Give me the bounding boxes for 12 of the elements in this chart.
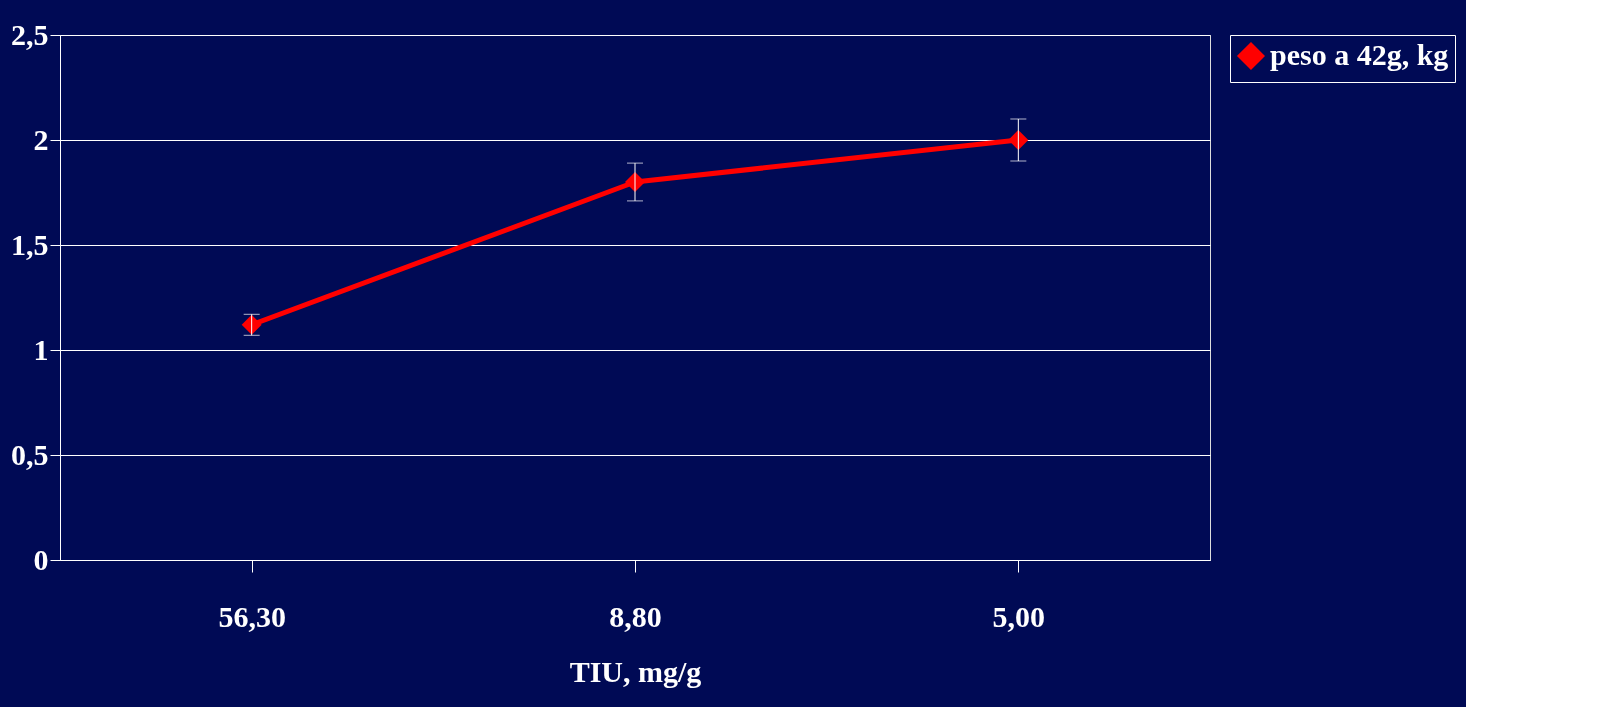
x-tick-label: 5,00 <box>992 599 1046 633</box>
y-tick-label: 1,5 <box>11 227 49 261</box>
x-axis-title: TIU, mg/g <box>569 654 702 688</box>
legend-label: peso a 42g, kg <box>1270 38 1449 71</box>
y-tick-label: 1 <box>33 332 49 366</box>
y-tick-label: 0,5 <box>11 437 49 471</box>
y-tick-label: 0 <box>33 542 49 576</box>
point <box>1008 130 1029 150</box>
x-tick-label: 8,80 <box>609 599 662 633</box>
y-tick-label: 2 <box>33 122 49 156</box>
y-tick-label: 2,5 <box>11 17 49 51</box>
x-tick-label: 56,30 <box>218 599 286 633</box>
